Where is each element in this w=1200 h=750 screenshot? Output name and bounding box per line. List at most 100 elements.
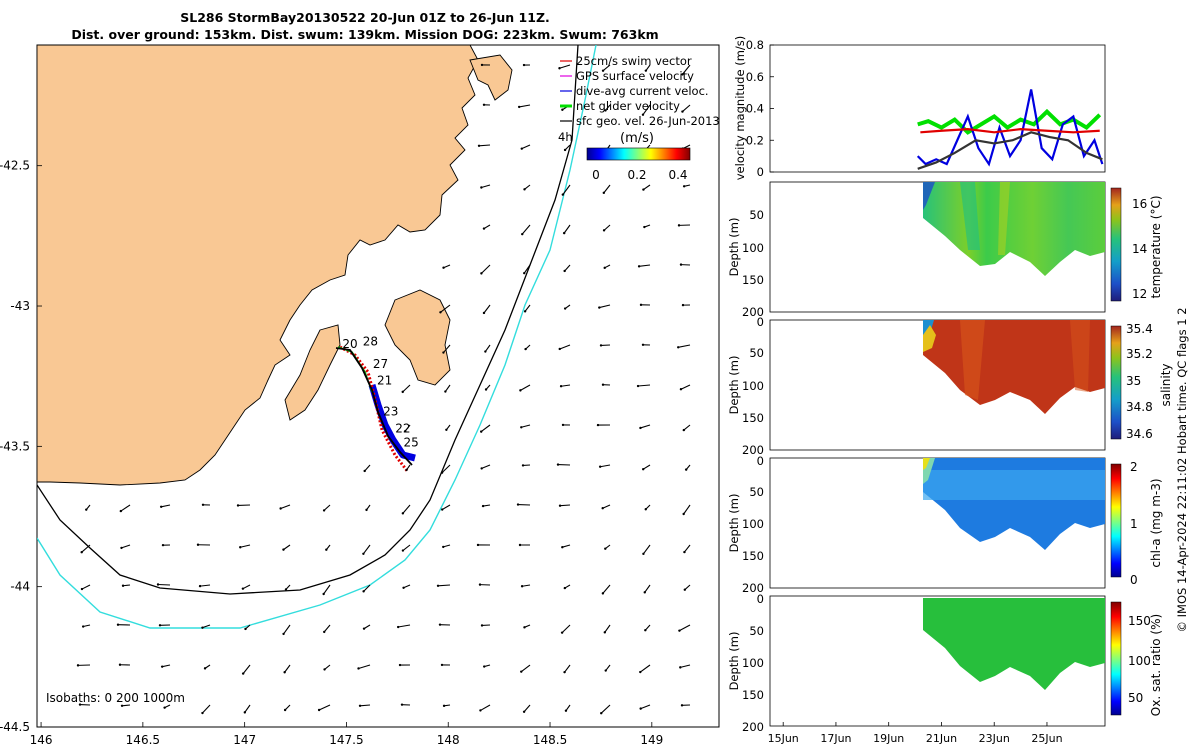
map-ytick-0: -42.5 [0,159,30,173]
colorbar-label: (m/s) [620,131,654,146]
vector-112 [242,584,251,590]
vector-44 [443,344,451,353]
sal-cb-label: salinity [1159,363,1173,406]
velocity-series-3 [917,131,1103,170]
vector-82 [323,504,331,511]
map-ytick-1: -43 [10,299,30,313]
vel-ytick-3: 0.6 [746,70,764,84]
isobath-200m [37,45,579,595]
temp-ytick-100: 100 [742,241,764,255]
isobaths-label: Isobaths: 0 200 1000m [46,691,185,705]
vector-33 [564,264,571,272]
vector-137 [604,624,611,633]
vector-130 [323,624,331,633]
ox-ylabel: Depth (m) [727,632,741,691]
vector-139 [679,624,691,632]
vector-115 [363,584,371,592]
oxygen-panel: 150 100 50 Ox. sat. ratio (%) Depth (m) … [727,592,1163,734]
vector-57 [637,384,651,387]
vector-159 [202,704,211,714]
vector-78 [161,504,171,508]
sal-cb-tick-35.2: 35.2 [1126,347,1153,361]
vector-52 [444,384,451,392]
vector-170 [640,704,651,710]
vector-59 [404,424,411,432]
temp-cb-label: temperature (°C) [1149,196,1163,299]
chla-ytick-150: 150 [742,549,764,563]
vector-96 [240,544,251,548]
map-xtick-6: 149 [640,733,663,747]
sal-ytick-150: 150 [742,411,764,425]
velocity-panel: 0 0.2 0.4 0.6 0.8 velocity magnitude (m/s) [733,36,1106,180]
vector-147 [358,664,371,669]
vector-11 [682,104,691,112]
vector-121 [602,584,611,594]
footer-credit: © IMOS 14-Apr-2024 22:11:02 Hobart time.… [1175,307,1189,632]
vector-151 [520,664,531,673]
legend-dive-avg: dive-avg current veloc. [576,84,709,98]
date-tick-4: 23Jun [979,732,1010,745]
date-tick-2: 19Jun [873,732,904,745]
vector-92 [81,544,91,553]
sal-ytick-100: 100 [742,379,764,393]
ox-ytick-50: 50 [749,624,764,638]
legend-sfc-geo: sfc geo. vel. 26-Jun-2013 [576,114,720,128]
temp-ytick-200: 200 [742,305,764,319]
legend-swim-vector: 25cm/s swim vector [576,54,692,68]
vector-21 [603,184,611,194]
vector-104 [562,544,571,548]
vector-67 [364,464,371,472]
vector-41 [599,304,611,309]
vector-93 [121,544,131,549]
vector-167 [523,704,531,713]
peninsula-east [384,289,451,386]
vector-20 [562,184,571,195]
isobath-1000m [37,45,597,629]
vector-111 [200,584,211,587]
chla-cb-label: chl-a (mg m-3) [1149,478,1163,567]
vector-136 [561,624,571,634]
vector-129 [283,624,291,635]
vector-26 [563,224,571,234]
map-ytick-4: -44.5 [0,720,30,734]
sal-cb-tick-34.8: 34.8 [1126,400,1153,414]
date-tick-5: 25Jun [1031,732,1062,745]
chla-ytick-200: 200 [742,581,764,595]
legend-gps-velocity: GPS surface velocity [576,69,694,83]
vector-70 [481,464,491,469]
vector-108 [81,584,91,590]
chla-cb-tick-2: 2 [1130,460,1138,474]
vector-3 [602,64,611,72]
temperature-panel: 16 14 12 temperature (°C) Depth (m) 50 1… [727,181,1163,319]
chla-ytick-0: 0 [757,454,764,468]
vector-12 [478,144,491,147]
vector-65 [640,424,651,429]
chla-ytick-50: 50 [749,485,764,499]
vector-117 [437,584,451,587]
track-label-6: 25 [403,435,418,449]
map-xtick-3: 147.5 [329,733,363,747]
vector-62 [521,424,531,428]
map-xtick-0: 146 [30,733,53,747]
vector-51 [402,384,411,393]
velocity-series-0 [917,108,1102,135]
vector-155 [680,664,691,668]
vector-154 [639,664,651,673]
chart-title-line1: SL286 StormBay20130522 20-Jun 01Z to 26-… [180,10,550,25]
vector-114 [323,584,331,595]
sal-ytick-200: 200 [742,443,764,457]
chla-ytick-100: 100 [742,517,764,531]
vector-73 [600,464,611,468]
vector-32 [523,264,531,274]
oxygen-section [923,598,1105,690]
vector-160 [244,704,251,713]
vector-84 [402,504,411,514]
track-label-2: 27 [373,357,388,371]
map-legend: 25cm/s swim vector GPS surface velocity … [558,54,720,182]
vector-152 [564,664,571,673]
vector-85 [441,504,451,511]
chla-cb-tick-0: 0 [1130,573,1138,587]
vector-37 [440,304,451,313]
vector-100 [402,544,411,551]
